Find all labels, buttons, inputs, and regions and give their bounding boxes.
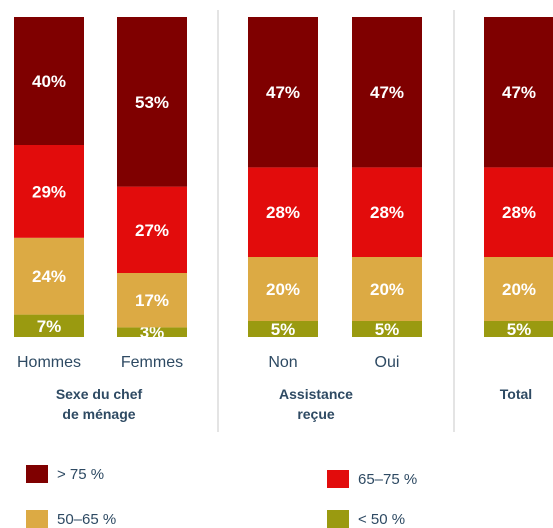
bar-segment-5-series-2 [484,257,553,321]
bar-segment-5-series-4 [484,17,553,168]
data-label-5-series-1: 5% [507,320,532,339]
bar-segment-5-series-1 [484,321,553,337]
data-label-2-series-1: 3% [140,323,165,342]
group-label-2-line-1: Assistance [279,386,353,402]
data-label-3-series-4: 47% [266,83,300,102]
bar-segment-2-series-2 [117,273,187,328]
data-label-1-series-1: 7% [37,317,62,336]
category-label-3: Non [268,354,297,371]
group-label-1-line-1: Sexe du chef [56,386,143,402]
data-label-2-series-4: 53% [135,93,169,112]
data-label-1-series-3: 29% [32,182,66,201]
data-label-2-series-2: 17% [135,291,169,310]
legend-swatch-3 [26,510,48,528]
data-label-4-series-2: 20% [370,280,404,299]
bar-segment-1-series-2 [14,237,84,315]
data-label-3-series-1: 5% [271,320,296,339]
group-label-3-line-1: Total [500,386,532,402]
legend-swatch-4 [327,510,349,528]
bar-segment-1-series-3 [14,145,84,238]
bar-segment-3-series-4 [248,17,318,168]
data-label-2-series-3: 27% [135,221,169,240]
bar-segment-4-series-2 [352,257,422,321]
data-label-4-series-3: 28% [370,203,404,222]
data-label-1-series-2: 24% [32,267,66,286]
legend-label-4: < 50 % [358,511,405,528]
category-label-4: Oui [375,354,400,371]
category-label-1: Hommes [17,354,81,371]
data-label-4-series-1: 5% [375,320,400,339]
bar-segment-5-series-3 [484,167,553,257]
bar-segment-3-series-2 [248,257,318,321]
bar-segment-2-series-4 [117,17,187,187]
bar-segment-4-series-1 [352,321,422,337]
bar-segment-1-series-1 [14,314,84,337]
data-label-1-series-4: 40% [32,72,66,91]
legend-label-2: 65–75 % [358,471,417,488]
legend-swatch-2 [327,470,349,488]
group-label-1-line-2: de ménage [62,406,135,422]
bar-segment-3-series-1 [248,321,318,337]
bar-segment-4-series-4 [352,17,422,168]
data-label-5-series-2: 20% [502,280,536,299]
bar-segment-3-series-3 [248,167,318,257]
bar-segment-4-series-3 [352,167,422,257]
bar-segment-2-series-1 [117,327,187,337]
bar-segment-2-series-3 [117,186,187,273]
data-label-5-series-3: 28% [502,203,536,222]
data-label-4-series-4: 47% [370,83,404,102]
legend-label-3: 50–65 % [57,511,116,528]
legend-swatch-1 [26,465,48,483]
data-label-3-series-2: 20% [266,280,300,299]
data-label-3-series-3: 28% [266,203,300,222]
bar-segment-1-series-4 [14,17,84,145]
category-label-2: Femmes [121,354,183,371]
legend-label-1: > 75 % [57,466,104,483]
group-label-2-line-2: reçue [297,406,335,422]
data-label-5-series-4: 47% [502,83,536,102]
